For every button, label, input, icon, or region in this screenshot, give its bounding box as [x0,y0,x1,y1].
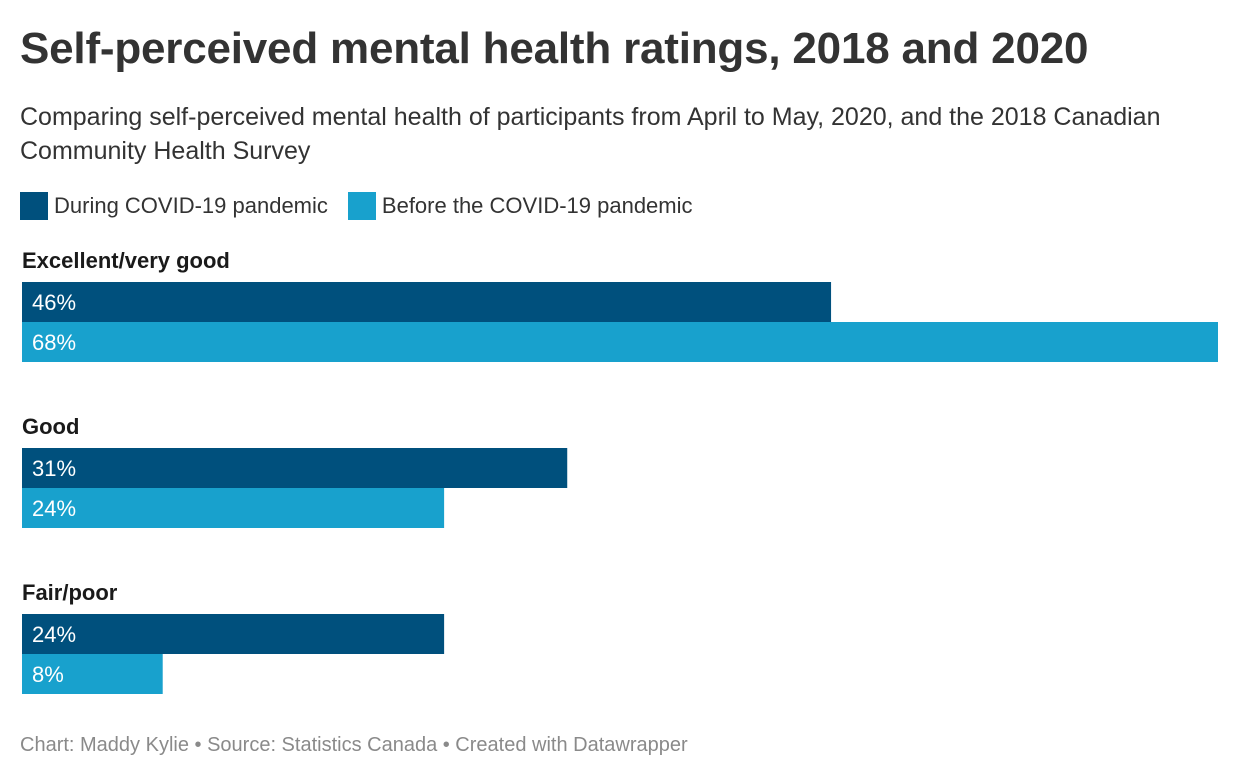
chart-title: Self-perceived mental health ratings, 20… [20,24,1089,73]
category-label-excellent-very-good: Excellent/very good [22,248,230,273]
data-label-fair-poor-during: 24% [32,622,76,647]
category-label-good: Good [22,414,79,439]
legend-item-during: During COVID-19 pandemic [20,192,328,220]
bar-excellent-very-good-before [22,322,1218,362]
bar-fair-poor-during [22,614,445,654]
legend-label-before: Before the COVID-19 pandemic [381,193,693,218]
category-label-fair-poor: Fair/poor [22,580,118,605]
data-label-good-during: 31% [32,456,76,481]
bar-good-during [22,448,568,488]
legend-item-before: Before the COVID-19 pandemic [347,192,693,220]
data-label-fair-poor-before: 8% [32,662,64,687]
data-label-excellent-very-good-during: 46% [32,290,76,315]
data-label-excellent-very-good-before: 68% [32,330,76,355]
legend-label-during: During COVID-19 pandemic [54,193,328,218]
legend-swatch-before [347,192,376,220]
bar-good-before [22,488,445,528]
legend-swatch-during [20,192,48,220]
legend: During COVID-19 pandemic Before the COVI… [20,192,713,220]
bar-fair-poor-before [22,654,163,694]
chart-subtitle: Comparing self-perceived mental health o… [20,103,1161,165]
data-label-good-before: 24% [32,496,76,521]
chart-footer: Chart: Maddy Kylie • Source: Statistics … [20,734,688,756]
bar-excellent-very-good-during [22,282,832,322]
